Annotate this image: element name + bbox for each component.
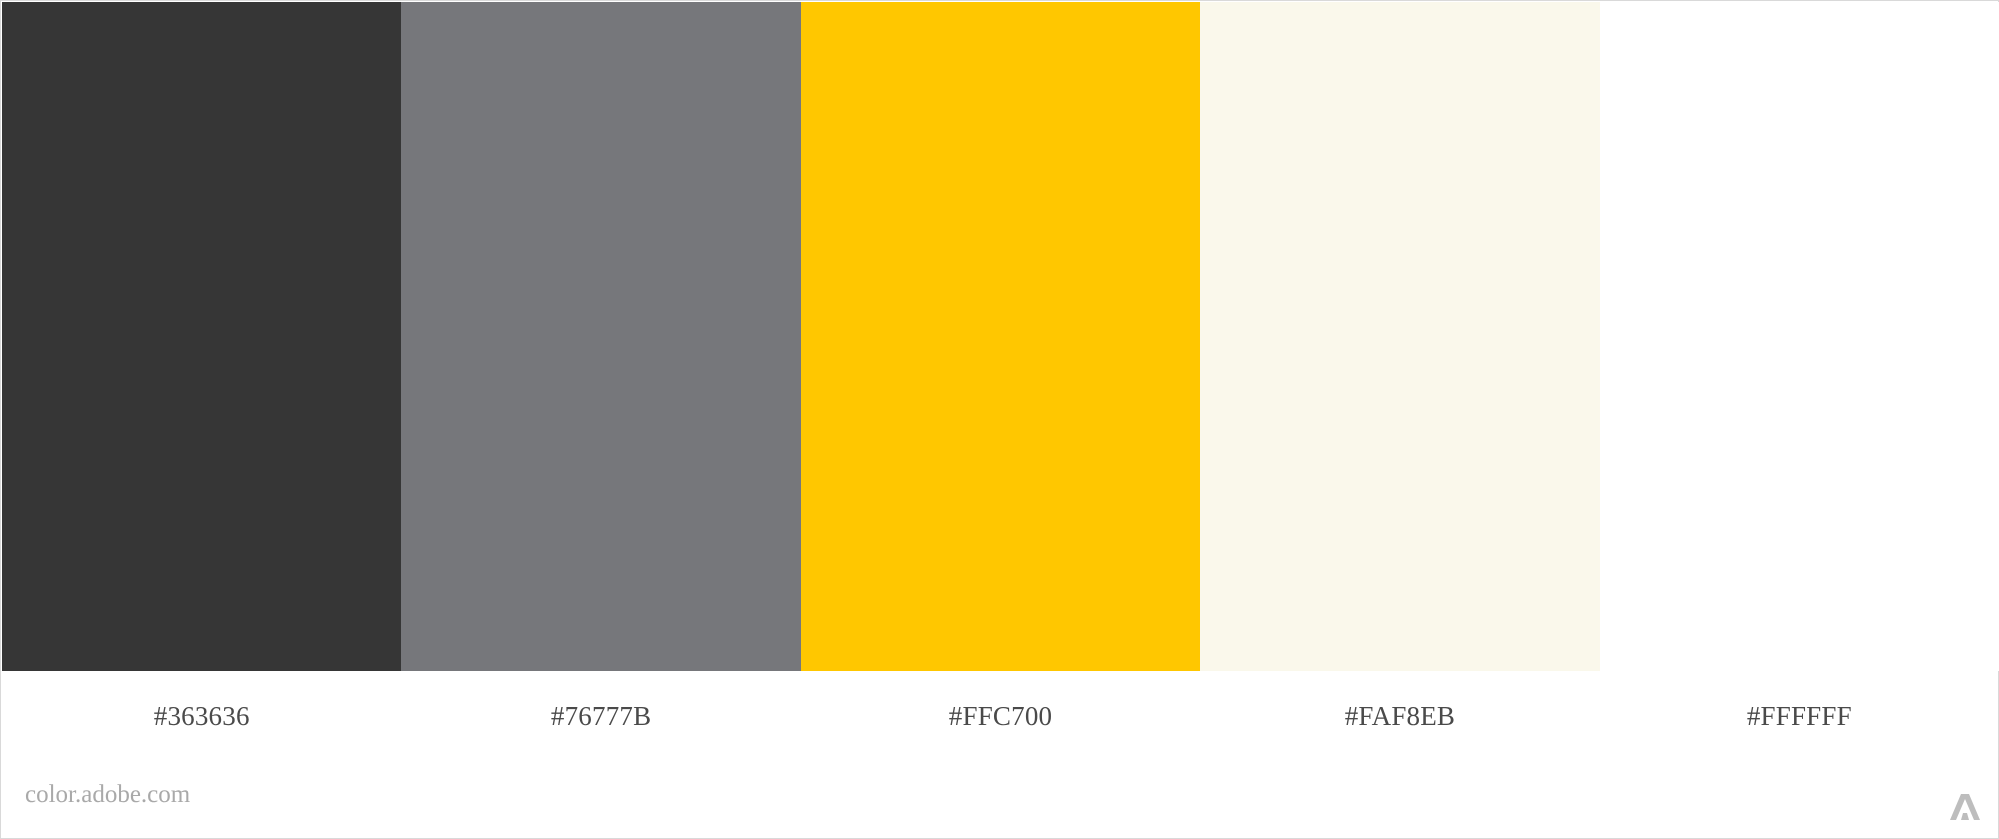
swatch-row bbox=[2, 2, 1999, 671]
site-name[interactable]: color.adobe.com bbox=[25, 781, 191, 808]
hex-label-4: #FAF8EB bbox=[1344, 701, 1456, 731]
swatch-3[interactable] bbox=[800, 2, 1201, 671]
adobe-logo-icon bbox=[1950, 794, 1980, 820]
swatch-5[interactable] bbox=[1599, 2, 1999, 671]
hex-label-1: #363636 bbox=[153, 701, 250, 731]
hex-label-3: #FFC700 bbox=[948, 701, 1053, 731]
hex-label-row: #363636 #76777B #FFC700 #FAF8EB #FFFFFF bbox=[2, 701, 1999, 732]
swatch-1[interactable] bbox=[2, 2, 402, 671]
hex-label-2: #76777B bbox=[550, 701, 652, 731]
swatch-2[interactable] bbox=[401, 2, 801, 671]
hex-label-5: #FFFFFF bbox=[1746, 701, 1852, 731]
swatch-4[interactable] bbox=[1200, 2, 1600, 671]
